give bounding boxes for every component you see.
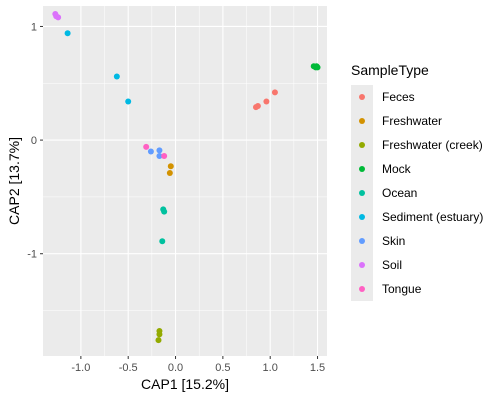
- y-tick-label: -1: [27, 249, 37, 261]
- legend-key-dot: [359, 238, 365, 244]
- data-point: [143, 143, 150, 150]
- y-tick-label: 1: [31, 21, 37, 33]
- data-point: [147, 148, 154, 155]
- data-point: [64, 30, 71, 37]
- x-tick-label: 1.5: [310, 362, 325, 374]
- legend-label: Tongue: [382, 282, 422, 296]
- data-point: [156, 331, 163, 338]
- data-point: [113, 73, 120, 80]
- x-tick-label: -1.0: [71, 362, 90, 374]
- x-tick-label: 1.0: [263, 362, 278, 374]
- legend-key-dot: [359, 214, 365, 220]
- data-point: [53, 13, 60, 20]
- data-point: [161, 153, 168, 159]
- x-tick-label: 0.0: [168, 362, 183, 374]
- legend-label: Soil: [382, 258, 402, 272]
- legend-key-dot: [359, 118, 365, 124]
- data-point: [271, 89, 278, 96]
- data-point: [167, 163, 174, 170]
- legend-label: Ocean: [382, 186, 417, 200]
- legend: SampleType Feces Freshwater Freshwater (cr…: [351, 62, 483, 301]
- minor-gridlines: [43, 6, 327, 356]
- data-point: [166, 170, 173, 177]
- legend-title: SampleType: [351, 62, 429, 78]
- plot-panel: [43, 6, 327, 356]
- legend-key-dot: [359, 142, 365, 148]
- legend-label: Freshwater: [382, 114, 442, 128]
- x-tick-label: -0.5: [119, 362, 138, 374]
- data-point: [263, 98, 270, 105]
- data-point: [159, 238, 166, 245]
- data-point: [314, 64, 321, 71]
- legend-key-dot: [359, 262, 365, 268]
- legend-key-dot: [359, 94, 365, 100]
- legend-items: Feces Freshwater Freshwater (creek) Mock Oce…: [351, 85, 483, 301]
- legend-label: Skin: [382, 234, 405, 248]
- legend-label: Feces: [382, 90, 415, 104]
- data-point: [156, 147, 163, 154]
- legend-key-dot: [359, 190, 365, 196]
- data-point: [125, 98, 132, 105]
- axis-ticks: -1.0 -0.5 0.0 0.5 1.0 1.5 1 0 -1: [27, 21, 325, 374]
- y-axis-title: CAP2 [13.7%]: [6, 137, 22, 225]
- data-points: [52, 10, 321, 344]
- legend-key-dot: [359, 286, 365, 292]
- data-point: [161, 208, 168, 215]
- legend-label: Sediment (estuary): [382, 210, 483, 224]
- data-point: [254, 103, 261, 109]
- data-point: [155, 337, 162, 344]
- legend-label: Freshwater (creek): [382, 138, 483, 152]
- data-point: [156, 153, 163, 159]
- legend-label: Mock: [382, 162, 412, 176]
- y-tick-label: 0: [31, 135, 37, 147]
- x-tick-label: 0.5: [215, 362, 230, 374]
- legend-key-dot: [359, 166, 365, 172]
- x-axis-title: CAP1 [15.2%]: [141, 376, 229, 392]
